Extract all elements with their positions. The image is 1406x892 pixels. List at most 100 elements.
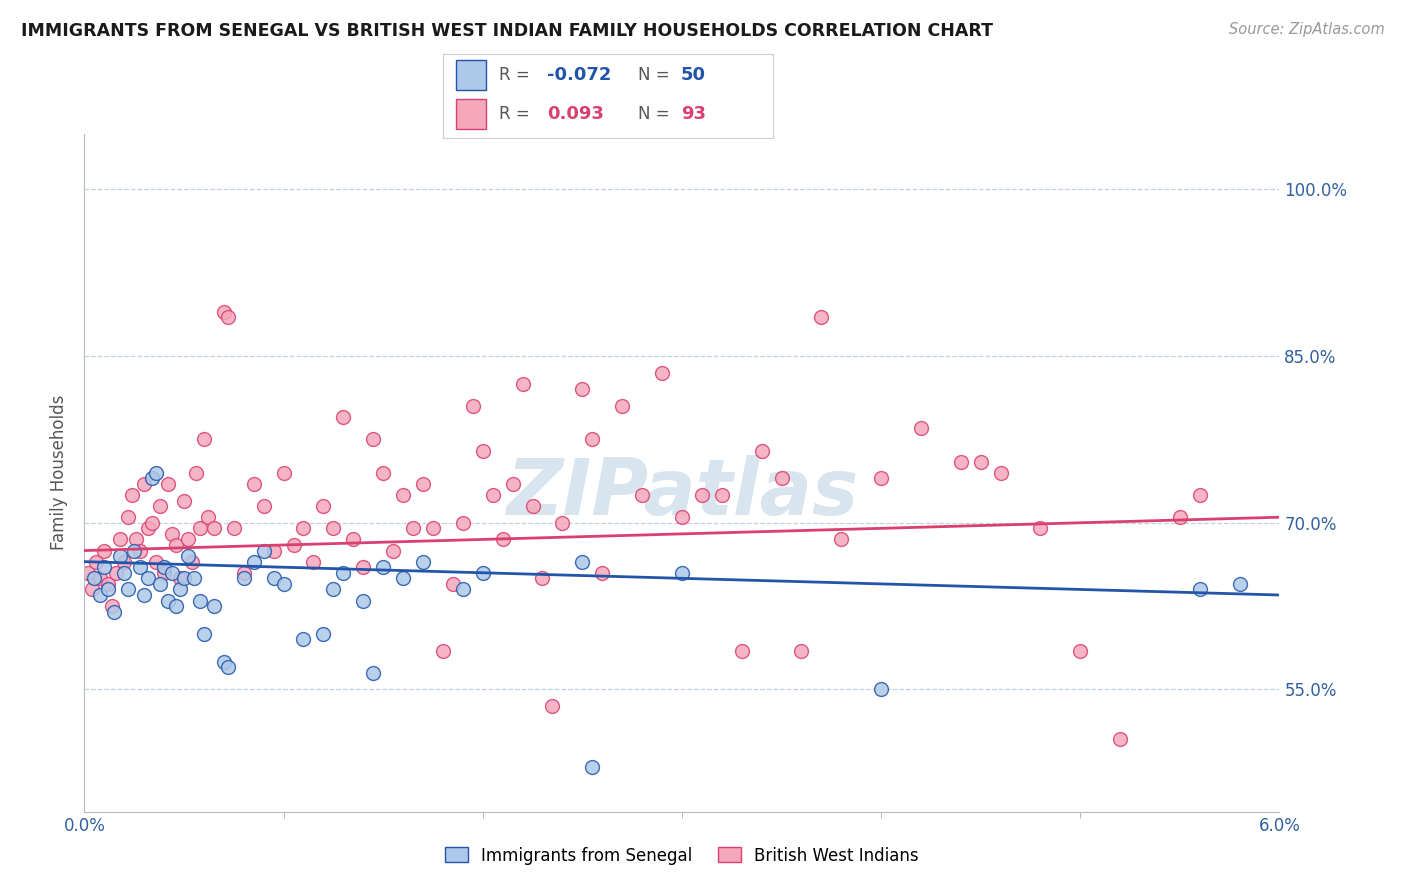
- Point: [770, 471, 793, 485]
- Point: [292, 521, 315, 535]
- Point: [392, 488, 415, 502]
- Point: [631, 488, 654, 502]
- Text: 50: 50: [681, 66, 706, 84]
- Point: [193, 433, 215, 447]
- Point: [810, 310, 832, 325]
- Point: [371, 466, 394, 480]
- Point: [361, 665, 384, 680]
- Point: [145, 555, 167, 569]
- Point: [1188, 582, 1211, 597]
- Point: [184, 466, 207, 480]
- Point: [731, 643, 754, 657]
- Point: [141, 471, 163, 485]
- Point: [910, 421, 932, 435]
- Point: [352, 593, 374, 607]
- Point: [292, 632, 315, 647]
- Bar: [456, 99, 486, 129]
- Point: [173, 571, 195, 585]
- Point: [541, 699, 564, 714]
- Point: [870, 682, 893, 697]
- Point: [591, 566, 613, 580]
- Text: -0.072: -0.072: [547, 66, 612, 84]
- Point: [202, 521, 225, 535]
- Point: [302, 555, 325, 569]
- Point: [1168, 510, 1191, 524]
- Point: [481, 488, 503, 502]
- Point: [165, 599, 187, 614]
- Y-axis label: Family Households: Family Households: [51, 395, 69, 550]
- Point: [690, 488, 713, 502]
- Point: [121, 488, 143, 502]
- Point: [110, 533, 132, 547]
- Point: [97, 577, 120, 591]
- Point: [160, 527, 183, 541]
- Point: [312, 627, 335, 641]
- Text: 0.093: 0.093: [547, 104, 603, 123]
- Point: [93, 560, 115, 574]
- Point: [89, 588, 111, 602]
- Point: [82, 582, 104, 597]
- Point: [117, 582, 139, 597]
- Point: [132, 476, 156, 491]
- Point: [551, 516, 574, 530]
- Text: Source: ZipAtlas.com: Source: ZipAtlas.com: [1229, 22, 1385, 37]
- Point: [188, 521, 211, 535]
- Point: [412, 476, 434, 491]
- Point: [949, 455, 972, 469]
- Point: [531, 571, 554, 585]
- Point: [101, 599, 124, 614]
- Point: [342, 533, 364, 547]
- Point: [710, 488, 733, 502]
- Point: [153, 560, 176, 574]
- Point: [970, 455, 993, 469]
- Point: [193, 627, 215, 641]
- Point: [461, 399, 484, 413]
- Point: [89, 571, 111, 585]
- Point: [1069, 643, 1091, 657]
- Point: [212, 304, 235, 318]
- Point: [361, 433, 384, 447]
- Point: [136, 571, 159, 585]
- Point: [492, 533, 515, 547]
- Point: [110, 549, 132, 563]
- Point: [371, 560, 394, 574]
- Point: [1109, 732, 1132, 747]
- Point: [790, 643, 813, 657]
- Point: [141, 516, 163, 530]
- Point: [160, 566, 183, 580]
- Point: [153, 566, 176, 580]
- Point: [870, 471, 893, 485]
- Point: [157, 476, 180, 491]
- Point: [117, 510, 139, 524]
- Point: [273, 577, 295, 591]
- Point: [180, 555, 204, 569]
- Point: [392, 571, 415, 585]
- Text: R =: R =: [499, 104, 536, 123]
- Point: [222, 521, 245, 535]
- Point: [83, 571, 105, 585]
- Point: [157, 593, 180, 607]
- Point: [990, 466, 1012, 480]
- Point: [1188, 488, 1211, 502]
- Point: [830, 533, 852, 547]
- Point: [571, 555, 593, 569]
- Point: [169, 571, 191, 585]
- Point: [610, 399, 633, 413]
- Point: [312, 499, 335, 513]
- Point: [253, 543, 276, 558]
- Point: [125, 533, 148, 547]
- Point: [217, 310, 239, 325]
- Point: [145, 466, 167, 480]
- Point: [432, 643, 454, 657]
- Point: [169, 582, 191, 597]
- Text: IMMIGRANTS FROM SENEGAL VS BRITISH WEST INDIAN FAMILY HOUSEHOLDS CORRELATION CHA: IMMIGRANTS FROM SENEGAL VS BRITISH WEST …: [21, 22, 993, 40]
- Point: [105, 566, 128, 580]
- Point: [471, 566, 494, 580]
- Point: [402, 521, 425, 535]
- Point: [283, 538, 305, 552]
- Point: [136, 521, 159, 535]
- Point: [149, 499, 172, 513]
- Point: [177, 533, 200, 547]
- Point: [751, 443, 773, 458]
- Point: [188, 593, 211, 607]
